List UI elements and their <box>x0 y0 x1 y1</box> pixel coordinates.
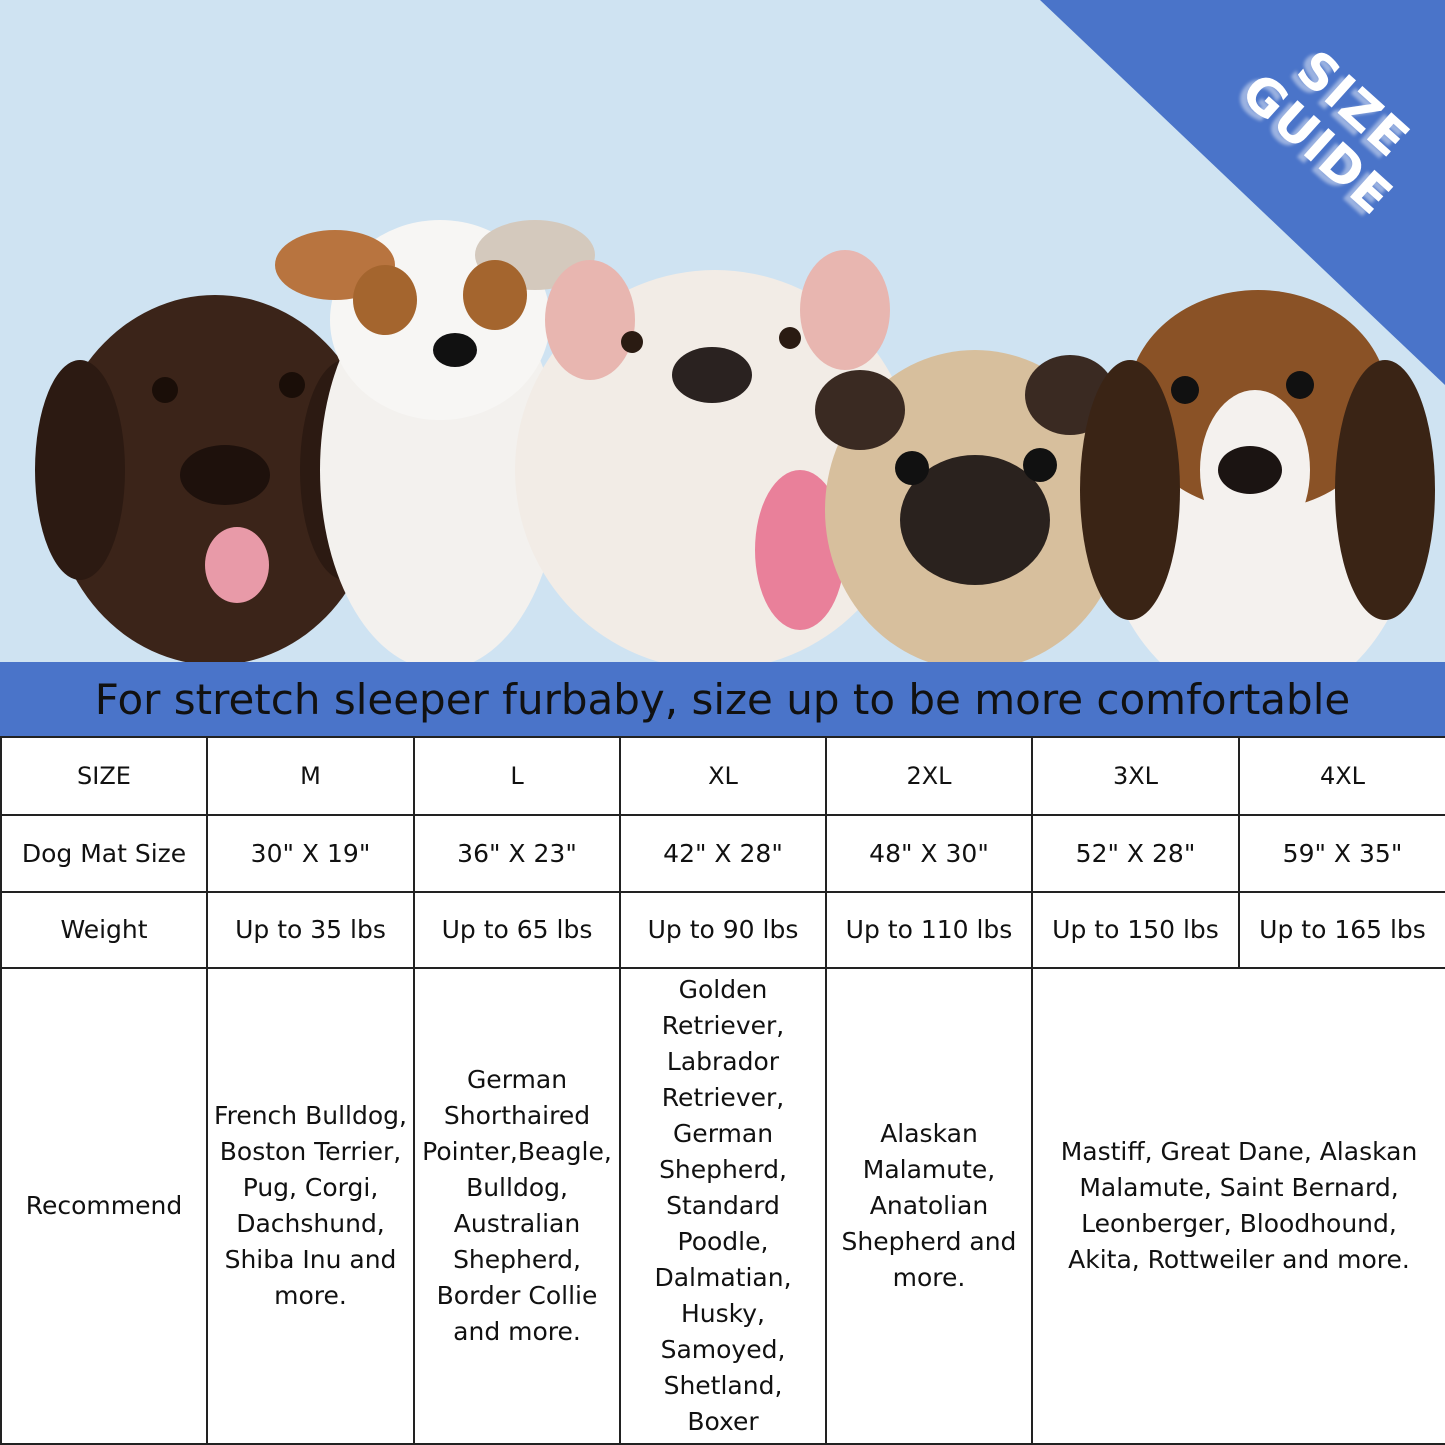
table-row-recommend: Recommend French Bulldog, Boston Terrier… <box>0 967 1445 1445</box>
table-cell: German Shorthaired Pointer,Beagle, Bulld… <box>413 967 621 1445</box>
pug-puppy <box>815 350 1125 662</box>
dogs-illustration <box>35 0 1445 662</box>
header-4xl: 4XL <box>1238 736 1445 816</box>
header-l: L <box>413 736 621 816</box>
table-row-mat-size: Dog Mat Size 30" X 19" 36" X 23" 42" X 2… <box>0 814 1445 893</box>
table-cell: 42" X 28" <box>619 814 827 893</box>
row-label: Weight <box>0 891 208 969</box>
table-cell: 52" X 28" <box>1031 814 1240 893</box>
table-row-weight: Weight Up to 35 lbs Up to 65 lbs Up to 9… <box>0 891 1445 969</box>
table-row-size: SIZE M L XL 2XL 3XL 4XL <box>0 736 1445 816</box>
header-size: SIZE <box>0 736 208 816</box>
hero-photo: SIZE GUIDE <box>0 0 1445 662</box>
header-2xl: 2XL <box>825 736 1033 816</box>
table-cell: Up to 165 lbs <box>1238 891 1445 969</box>
size-guide-corner <box>1040 0 1445 385</box>
table-cell: Up to 65 lbs <box>413 891 621 969</box>
table-cell: 30" X 19" <box>206 814 415 893</box>
table-cell: Up to 150 lbs <box>1031 891 1240 969</box>
tip-banner: For stretch sleeper furbaby, size up to … <box>0 662 1445 736</box>
table-cell: French Bulldog, Boston Terrier, Pug, Cor… <box>206 967 415 1445</box>
table-cell: Up to 90 lbs <box>619 891 827 969</box>
table-cell: Alaskan Malamute, Anatolian Shepherd and… <box>825 967 1033 1445</box>
table-cell-merged: Mastiff, Great Dane, Alaskan Malamute, S… <box>1031 967 1445 1445</box>
table-cell: 36" X 23" <box>413 814 621 893</box>
table-cell: Golden Retriever, Labrador Retriever, Ge… <box>619 967 827 1445</box>
header-3xl: 3XL <box>1031 736 1240 816</box>
table-cell: 59" X 35" <box>1238 814 1445 893</box>
header-m: M <box>206 736 415 816</box>
table-cell: Up to 110 lbs <box>825 891 1033 969</box>
table-cell: Up to 35 lbs <box>206 891 415 969</box>
jack-russell-puppy <box>275 220 595 662</box>
header-xl: XL <box>619 736 827 816</box>
row-label: Dog Mat Size <box>0 814 208 893</box>
beagle-puppy <box>1080 290 1435 662</box>
bulldog-puppy <box>515 250 915 662</box>
table-cell: 48" X 30" <box>825 814 1033 893</box>
row-label: Recommend <box>0 967 208 1445</box>
size-table: SIZE M L XL 2XL 3XL 4XL Dog Mat Size 30"… <box>0 736 1445 1445</box>
